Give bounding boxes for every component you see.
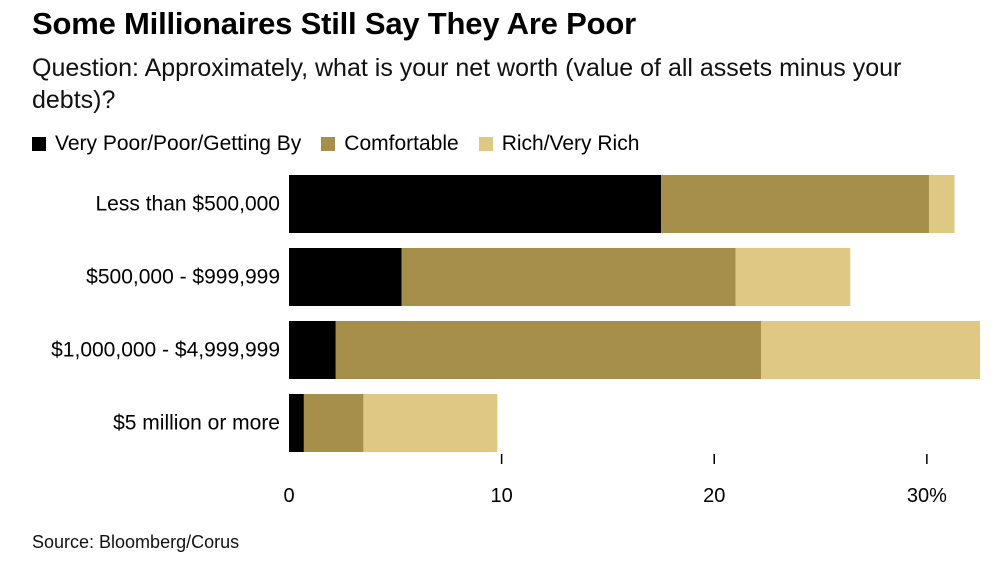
x-tick-label-30: 30%: [907, 485, 947, 507]
legend-swatch-comfortable: [321, 137, 336, 151]
legend-swatch-poor: [32, 137, 46, 151]
bar-very-poor-poor-getting-by-5-million-or-more: [289, 394, 304, 452]
bar-comfortable-500-000-999-999: [401, 248, 736, 306]
bar-very-poor-poor-getting-by-1-000-000-4-999-999: [289, 321, 336, 379]
category-label-less-than-500-000: Less than $500,000: [96, 193, 281, 216]
chart-title: Some Millionaires Still Say They Are Poo…: [32, 6, 636, 41]
bar-rich-very-rich-1-000-000-4-999-999: [761, 321, 980, 379]
legend-label-rich: Rich/Very Rich: [501, 132, 640, 155]
category-label-500-000-999-999: $500,000 - $999,999: [86, 266, 280, 289]
legend-item-poor: Very Poor/Poor/Getting By: [32, 132, 301, 156]
bar-rich-very-rich-500-000-999-999: [735, 248, 851, 306]
legend-label-comfortable: Comfortable: [344, 132, 459, 155]
legend-item-comfortable: Comfortable: [321, 132, 459, 156]
bar-comfortable-less-than-500-000: [661, 175, 929, 233]
legend-item-rich: Rich/Very Rich: [478, 132, 640, 156]
legend: Very Poor/Poor/Getting By Comfortable Ri…: [32, 131, 659, 157]
bar-comfortable-1-000-000-4-999-999: [335, 321, 762, 379]
legend-label-poor: Very Poor/Poor/Getting By: [55, 132, 302, 155]
category-label-5-million-or-more: $5 million or more: [113, 412, 280, 435]
source-note: Source: Bloomberg/Corus: [32, 532, 240, 552]
bar-rich-very-rich-5-million-or-more: [363, 394, 498, 452]
bar-comfortable-5-million-or-more: [303, 394, 364, 452]
legend-swatch-rich: [478, 137, 493, 151]
category-label-1-000-000-4-999-999: $1,000,000 - $4,999,999: [51, 339, 280, 362]
x-tick-label-0: 0: [283, 485, 294, 507]
bar-very-poor-poor-getting-by-500-000-999-999: [289, 248, 402, 306]
x-tick-label-20: 20: [703, 485, 725, 507]
chart-subtitle: Question: Approximately, what is your ne…: [32, 54, 902, 114]
bar-rich-very-rich-less-than-500-000: [928, 175, 955, 233]
x-tick-label-10: 10: [490, 485, 512, 507]
bar-very-poor-poor-getting-by-less-than-500-000: [289, 175, 662, 233]
